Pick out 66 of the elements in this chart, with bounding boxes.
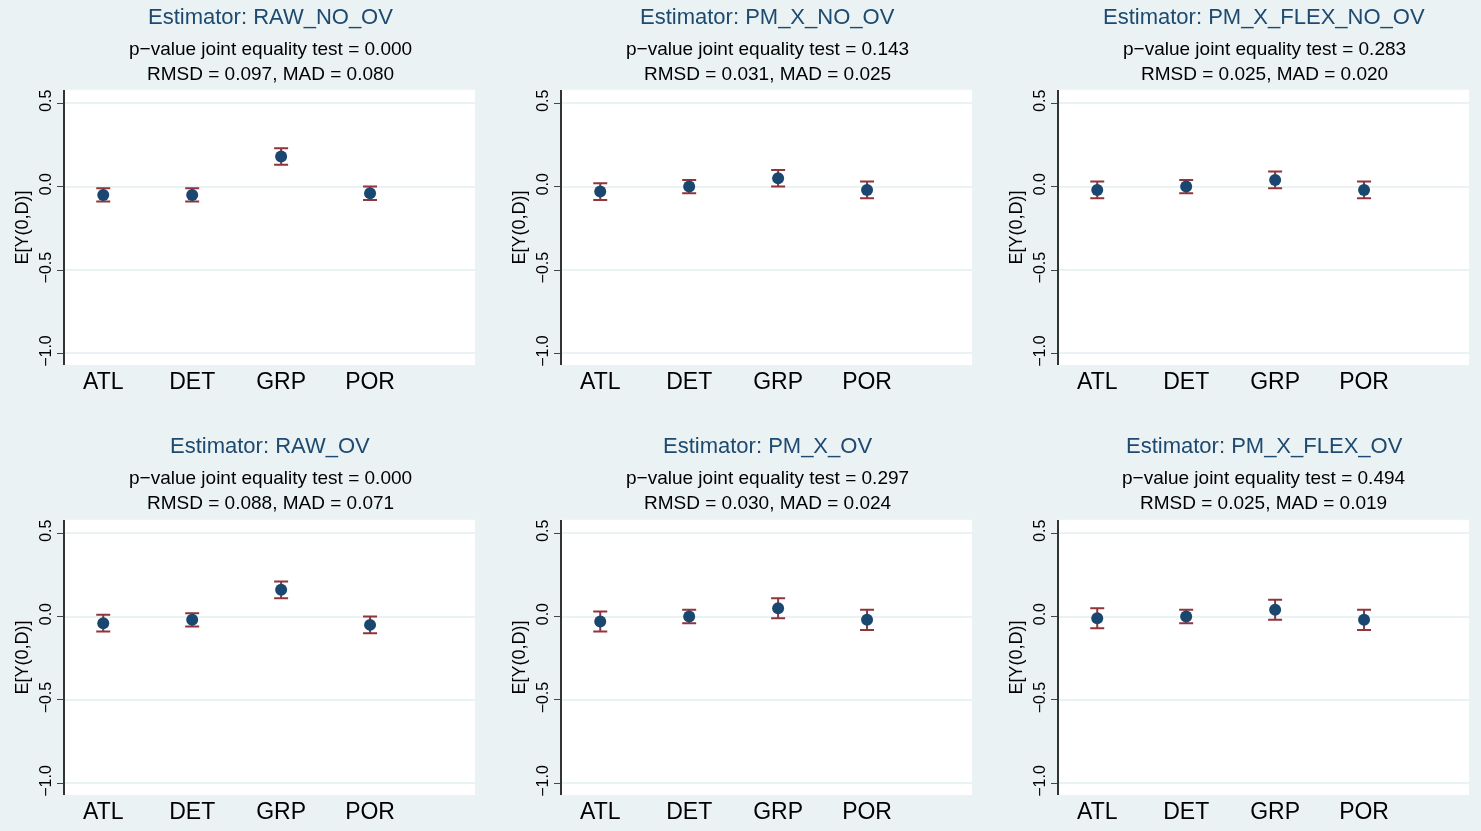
chart-title: Estimator: PM_X_NO_OV	[640, 4, 895, 29]
chart-subtitle: p−value joint equality test = 0.000 RMSD = 0.097, MAD = 0.080	[129, 38, 413, 84]
chart-title: Estimator: PM_X_OV	[663, 433, 873, 458]
x-tick-label: POR	[842, 368, 892, 395]
y-tick-label: 0.5	[36, 519, 54, 542]
x-tick-label: ATL	[1077, 368, 1118, 395]
y-tick-label: 0.0	[533, 602, 551, 626]
chart-title: Estimator: PM_X_FLEX_NO_OV	[1103, 4, 1425, 29]
x-tick-label: GRP	[753, 368, 804, 395]
x-tick-label: POR	[1339, 798, 1389, 825]
y-axis-title: E[Y(0,D)]	[508, 620, 529, 695]
x-tick-label: POR	[345, 798, 395, 825]
x-tick-label: ATL	[1077, 798, 1118, 825]
x-tick-label: GRP	[256, 368, 307, 395]
y-axis-title: E[Y(0,D)]	[11, 620, 32, 695]
x-tick-label: ATL	[83, 368, 124, 395]
chart-subtitle: p−value joint equality test = 0.297 RMSD = 0.030, MAD = 0.024	[626, 467, 910, 513]
chart-title: Estimator: PM_X_FLEX_OV	[1126, 433, 1403, 458]
x-tick-label: DET	[1163, 368, 1210, 395]
chart-subtitle: p−value joint equality test = 0.000 RMSD = 0.088, MAD = 0.071	[129, 467, 413, 513]
chart-title: Estimator: RAW_NO_OV	[148, 4, 394, 29]
x-tick-label: DET	[169, 798, 216, 825]
x-tick-label: DET	[169, 368, 216, 395]
y-tick-label: 0.0	[533, 172, 551, 196]
y-tick-label: −1.0	[36, 335, 54, 367]
y-tick-label: −0.5	[36, 251, 54, 284]
y-tick-label: −0.5	[533, 681, 551, 714]
x-tick-label: GRP	[1250, 798, 1301, 825]
y-axis-title: E[Y(0,D)]	[11, 190, 32, 265]
y-tick-label: 0.5	[533, 519, 551, 542]
x-tick-label: GRP	[753, 798, 804, 825]
y-tick-label: 0.5	[533, 89, 551, 112]
y-axis-title: E[Y(0,D)]	[1005, 190, 1026, 265]
y-axis-title: E[Y(0,D)]	[508, 190, 529, 265]
y-tick-label: 0.5	[1030, 519, 1048, 542]
y-tick-label: −0.5	[1030, 251, 1048, 284]
y-tick-label: 0.0	[1030, 602, 1048, 626]
y-tick-label: −1.0	[533, 765, 551, 797]
x-tick-label: DET	[666, 368, 713, 395]
x-tick-label: POR	[1339, 368, 1389, 395]
x-tick-label: ATL	[580, 798, 621, 825]
y-tick-label: 0.5	[36, 89, 54, 112]
x-tick-label: ATL	[83, 798, 124, 825]
x-tick-label: POR	[842, 798, 892, 825]
y-axis-title: E[Y(0,D)]	[1005, 620, 1026, 695]
y-tick-label: −1.0	[1030, 335, 1048, 367]
chart-subtitle: p−value joint equality test = 0.494 RMSD = 0.025, MAD = 0.019	[1122, 467, 1406, 513]
y-tick-label: −1.0	[36, 765, 54, 797]
y-tick-label: −0.5	[1030, 681, 1048, 714]
x-tick-label: POR	[345, 368, 395, 395]
chart-title: Estimator: RAW_OV	[170, 433, 370, 458]
x-tick-label: DET	[1163, 798, 1210, 825]
y-tick-label: −1.0	[1030, 765, 1048, 797]
x-tick-label: GRP	[1250, 368, 1301, 395]
y-tick-label: 0.0	[36, 602, 54, 626]
x-tick-label: DET	[666, 798, 713, 825]
y-tick-label: −0.5	[533, 251, 551, 284]
chart-subtitle: p−value joint equality test = 0.143 RMSD = 0.031, MAD = 0.025	[626, 38, 910, 84]
x-tick-label: ATL	[580, 368, 621, 395]
chart-subtitle: p−value joint equality test = 0.283 RMSD = 0.025, MAD = 0.020	[1123, 38, 1407, 84]
y-tick-label: 0.5	[1030, 89, 1048, 112]
y-tick-label: −0.5	[36, 681, 54, 714]
y-tick-label: 0.0	[36, 172, 54, 196]
x-tick-label: GRP	[256, 798, 307, 825]
y-tick-label: −1.0	[533, 335, 551, 367]
y-tick-label: 0.0	[1030, 172, 1048, 196]
